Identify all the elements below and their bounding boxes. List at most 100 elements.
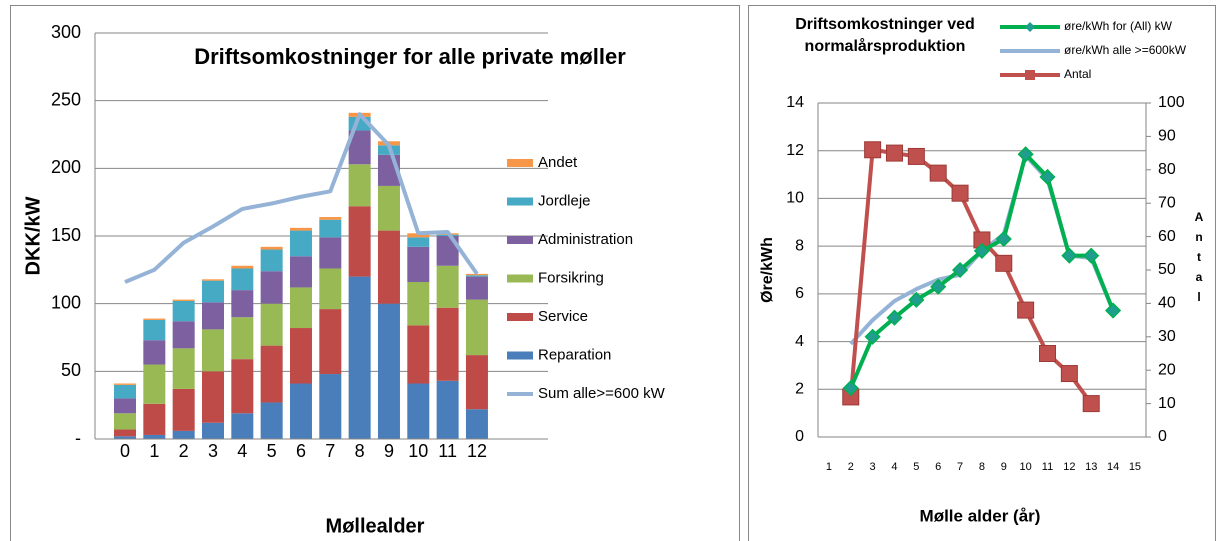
point-marker xyxy=(1082,395,1100,413)
y-tick-label: 200 xyxy=(51,157,81,177)
point-marker xyxy=(842,380,859,397)
y-axis-label: Øre/kWh xyxy=(759,237,776,303)
point-marker xyxy=(864,328,881,345)
y-tick-label: 8 xyxy=(795,237,804,254)
legend-label: Antal xyxy=(1064,67,1091,81)
point-marker xyxy=(907,147,925,165)
bar-segment xyxy=(172,300,195,322)
x-tick-label: 6 xyxy=(296,441,306,461)
y-tick-label: 250 xyxy=(51,89,81,109)
y-tick-label: 14 xyxy=(786,94,804,111)
legend-marker xyxy=(1025,22,1035,32)
bar-segment xyxy=(172,348,195,389)
x-tick-label: 9 xyxy=(1001,461,1007,473)
bar-segment xyxy=(319,268,342,310)
point-marker xyxy=(1017,146,1034,163)
y2-tick-label: 20 xyxy=(1158,361,1176,378)
x-tick-label: 8 xyxy=(355,441,365,461)
x-tick-label: 3 xyxy=(870,461,876,473)
x-tick-label: 10 xyxy=(1020,461,1032,473)
y2-tick-label: 80 xyxy=(1158,161,1176,178)
bar-segment xyxy=(231,413,254,439)
bar-segment xyxy=(377,230,400,304)
point-marker xyxy=(995,254,1013,272)
bar-segment xyxy=(407,237,430,247)
x-tick-label: 8 xyxy=(979,461,985,473)
bar-segment xyxy=(436,307,459,381)
point-marker xyxy=(930,278,947,295)
bar-segment xyxy=(319,374,342,439)
y2-tick-label: 70 xyxy=(1158,194,1176,211)
bar-segment xyxy=(114,383,136,385)
bar-segment xyxy=(319,309,342,375)
point-marker xyxy=(908,291,925,308)
y-tick-label: 10 xyxy=(786,190,804,207)
legend-swatch xyxy=(507,236,533,244)
x-tick-label: 15 xyxy=(1129,461,1141,473)
y-tick-label: 100 xyxy=(51,292,81,312)
chart-title: Driftsomkostninger for alle private møll… xyxy=(194,44,626,69)
bar-segment xyxy=(319,219,342,238)
point-marker xyxy=(973,242,990,259)
bar-segment xyxy=(231,265,254,269)
legend-label: Service xyxy=(538,308,588,325)
bar-segment xyxy=(465,276,488,300)
y2-tick-label: 60 xyxy=(1158,228,1176,245)
bar-segment xyxy=(172,299,195,301)
x-tick-label: 4 xyxy=(237,441,247,461)
legend-swatch xyxy=(507,159,533,167)
bar-segment xyxy=(114,436,136,439)
x-tick-label: 1 xyxy=(826,461,832,473)
y-tick-label: 300 xyxy=(51,22,81,42)
point-marker xyxy=(951,261,969,279)
y-tick-label: 4 xyxy=(795,333,804,350)
legend-label: øre/kWh alle >=600kW xyxy=(1064,43,1187,57)
point-marker xyxy=(1105,302,1122,319)
bar-segment xyxy=(260,345,283,403)
legend-swatch xyxy=(507,197,533,206)
bar-segment xyxy=(436,380,459,439)
bar-segment xyxy=(319,217,342,220)
bar-segment xyxy=(407,246,430,283)
bar-segment xyxy=(289,227,312,231)
point-marker xyxy=(929,164,947,182)
bar-segment xyxy=(201,302,224,330)
x-tick-label: 13 xyxy=(1085,461,1097,473)
bar-segment xyxy=(231,359,254,414)
x-tick-label: 2 xyxy=(179,441,189,461)
bar-segment xyxy=(348,130,371,165)
point-marker xyxy=(1039,345,1056,362)
bar-segment xyxy=(260,303,283,346)
bar-segment xyxy=(436,265,459,308)
y-tick-label: 0 xyxy=(795,428,804,445)
bar-segment xyxy=(465,299,488,356)
bar-segment xyxy=(231,290,254,318)
bar-segment xyxy=(114,413,136,430)
bar-segment xyxy=(231,268,254,291)
bar-segment xyxy=(319,237,342,269)
y-tick-label: 12 xyxy=(786,142,804,159)
y2-tick-label: 0 xyxy=(1158,428,1167,445)
y2-tick-label: 40 xyxy=(1158,295,1176,312)
point-marker xyxy=(886,309,903,326)
bar-segment xyxy=(201,280,224,303)
bar-segment xyxy=(289,328,312,384)
y-tick-label: 50 xyxy=(61,360,81,380)
bar-segment xyxy=(143,364,166,404)
bar-segment xyxy=(114,398,136,414)
legend-swatch xyxy=(507,313,533,321)
bar-segment xyxy=(201,422,224,439)
bar-segment xyxy=(377,185,400,231)
legend-label: Reparation xyxy=(538,346,611,363)
bar-segment xyxy=(289,383,312,439)
bar-segment xyxy=(465,355,488,410)
y2-axis-label: Antal xyxy=(1192,210,1206,310)
bar-segment xyxy=(348,206,371,277)
x-tick-label: 9 xyxy=(384,441,394,461)
point-marker xyxy=(1061,247,1078,264)
bar-segment xyxy=(143,318,166,320)
x-tick-label: 0 xyxy=(120,441,130,461)
x-tick-label: 7 xyxy=(957,461,963,473)
y2-tick-label: 100 xyxy=(1158,94,1185,111)
